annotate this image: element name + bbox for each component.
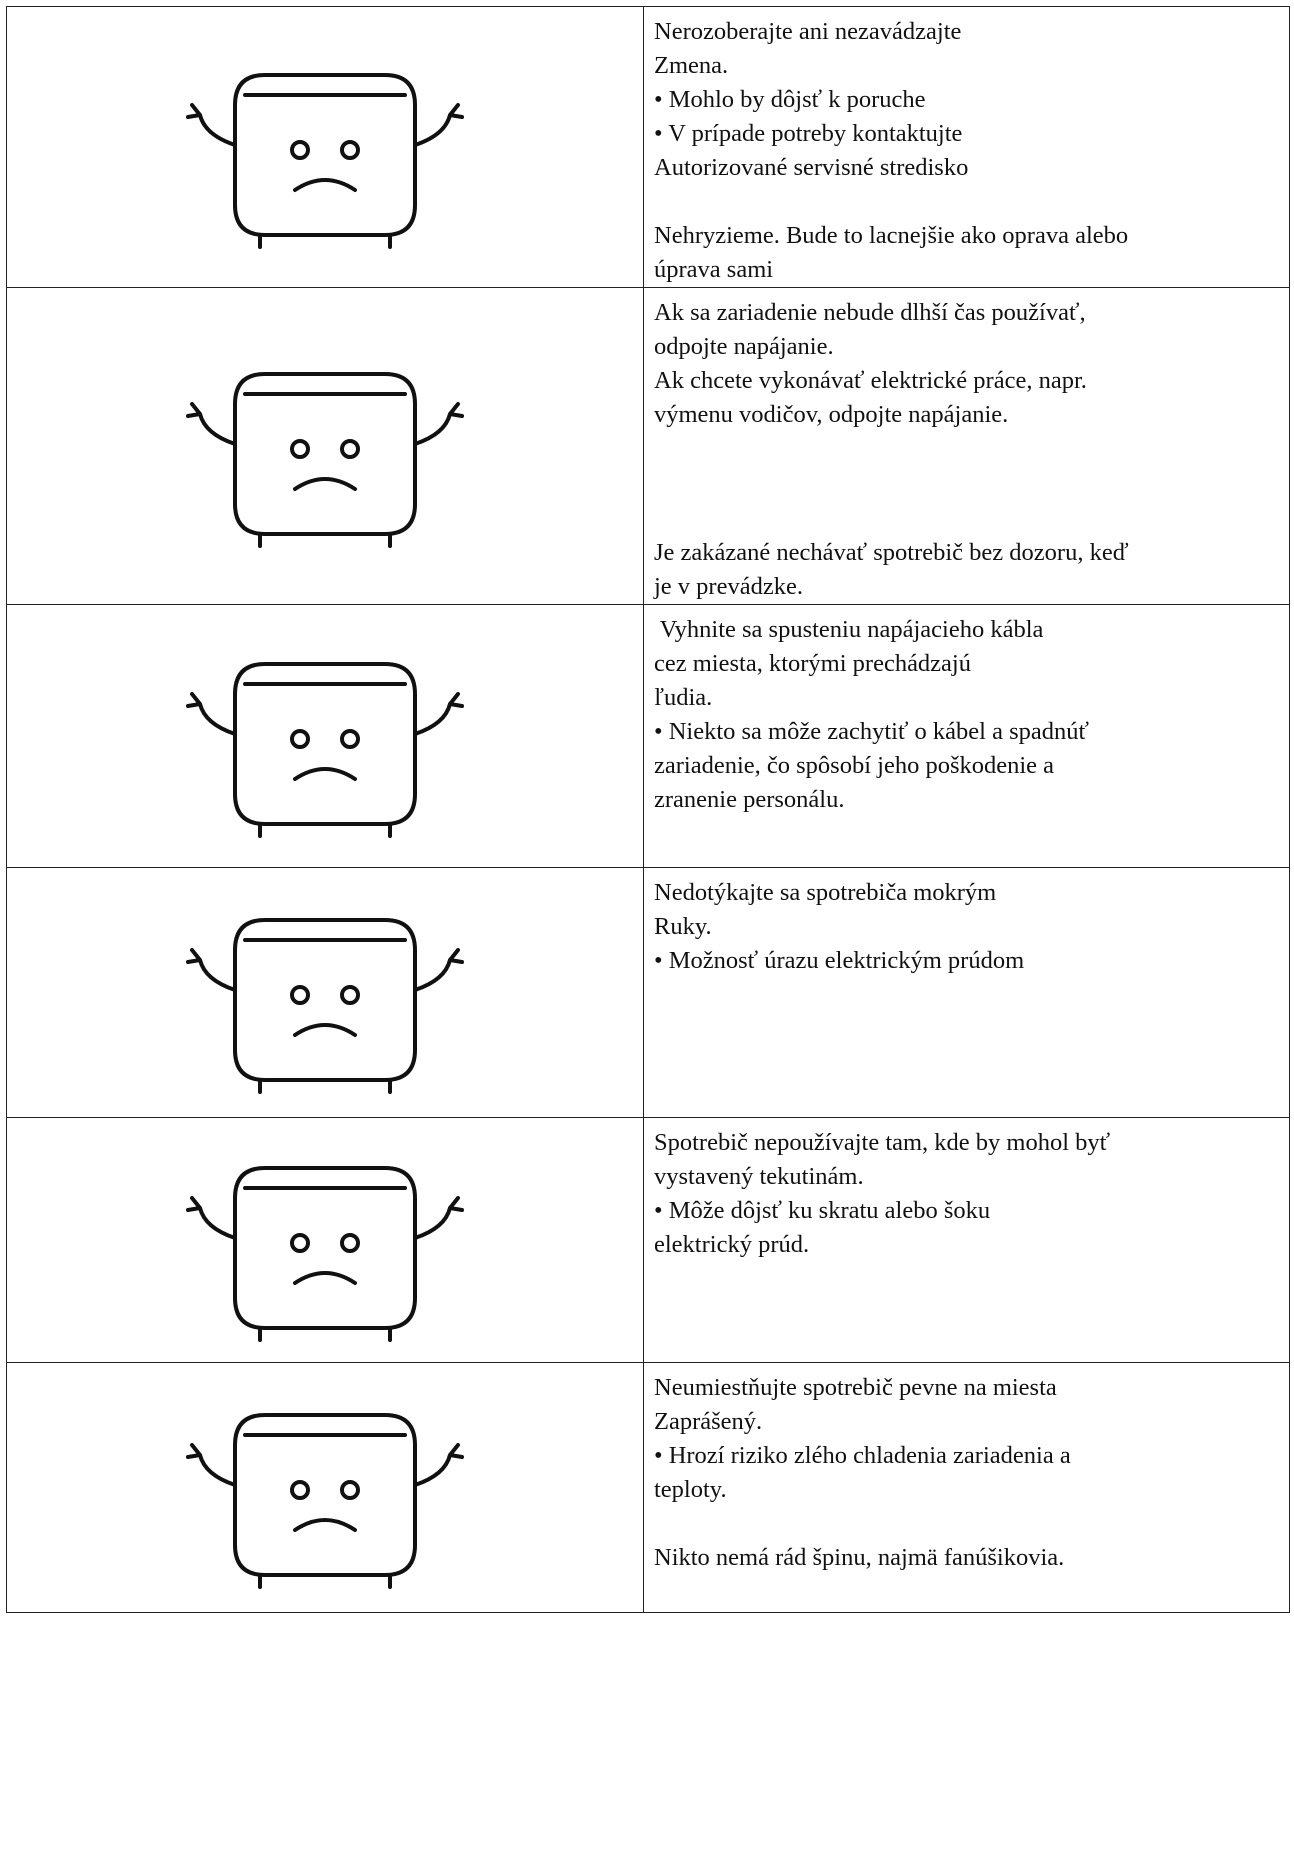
text-line: Ak sa zariadenie nebude dlhší čas použív… [654, 299, 1086, 326]
text-cell: Nedotýkajte sa spotrebiča mokrým Ruky. • M… [643, 867, 1290, 1118]
illustration-cell [6, 1117, 644, 1363]
text-line: • V prípade potreby kontaktujte [654, 120, 963, 147]
illustration-cell [6, 1362, 644, 1613]
illustration [186, 371, 464, 548]
paragraph: Je zakázané nechávať spotrebič bez dozor… [654, 536, 1283, 604]
table-row: Ak sa zariadenie nebude dlhší čas použív… [6, 287, 1290, 605]
text-line: zranenie personálu. [654, 786, 845, 813]
text-cell: Spotrebič nepoužívajte tam, kde by mohol… [643, 1117, 1290, 1363]
paragraph: Neumiestňujte spotrebič pevne na miesta Z… [654, 1371, 1283, 1507]
text-line: teploty. [654, 1476, 727, 1503]
text-line: Ak chcete vykonávať elektrické práce, na… [654, 367, 1087, 394]
illustration [186, 918, 464, 1094]
text-line: Nerozoberajte ani nezavádzajte [654, 18, 962, 45]
text-line: cez miesta, ktorými prechádzajú [654, 650, 971, 677]
illustration-cell [6, 287, 644, 605]
table-row: Neumiestňujte spotrebič pevne na miesta Z… [6, 1362, 1290, 1613]
text-line: výmenu vodičov, odpojte napájanie. [654, 401, 1009, 428]
text-line: Je zakázané nechávať spotrebič bez dozor… [654, 539, 1129, 566]
text-cell: Nerozoberajte ani nezavádzajte Zmena. • Mo… [643, 6, 1290, 288]
safety-table: Nerozoberajte ani nezavádzajte Zmena. • Mo… [6, 6, 1290, 1613]
illustration-cell [6, 6, 644, 288]
text-line: Zmena. [654, 52, 729, 79]
text-cell: Vyhnite sa spusteniu napájacieho kábla ce… [643, 604, 1290, 868]
illustration [186, 72, 464, 249]
text-cell: Ak sa zariadenie nebude dlhší čas použív… [643, 287, 1290, 605]
paragraph: Ak sa zariadenie nebude dlhší čas použív… [654, 296, 1283, 432]
illustration-cell [6, 867, 644, 1118]
illustration-cell [6, 604, 644, 868]
text-line: • Možnosť úrazu elektrickým prúdom [654, 947, 1025, 974]
text-line: Nehryzieme. Bude to lacnejšie ako oprava… [654, 222, 1129, 249]
text-cell: Neumiestňujte spotrebič pevne na miesta Z… [643, 1362, 1290, 1613]
text-line: • Môže dôjsť ku skratu alebo šoku [654, 1197, 991, 1224]
text-line: Nikto nemá rád špinu, najmä fanúšikovia. [654, 1544, 1065, 1571]
text-line: Neumiestňujte spotrebič pevne na miesta [654, 1374, 1057, 1401]
text-line: zariadenie, čo spôsobí jeho poškodenie a [654, 752, 1055, 779]
text-line: odpojte napájanie. [654, 333, 834, 360]
text-line: Ruky. [654, 913, 712, 940]
paragraph: Nehryzieme. Bude to lacnejšie ako oprava… [654, 219, 1283, 287]
text-line: • Hrozí riziko zlého chladenia zariadeni… [654, 1442, 1071, 1469]
paragraph: Nikto nemá rád špinu, najmä fanúšikovia. [654, 1541, 1283, 1575]
text-line: vystavený tekutinám. [654, 1163, 864, 1190]
table-row: Spotrebič nepoužívajte tam, kde by mohol… [6, 1117, 1290, 1363]
table-row: Nerozoberajte ani nezavádzajte Zmena. • Mo… [6, 6, 1290, 288]
text-line: Spotrebič nepoužívajte tam, kde by mohol… [654, 1129, 1111, 1156]
paragraph: Nedotýkajte sa spotrebiča mokrým Ruky. • M… [654, 876, 1283, 978]
table-row: Vyhnite sa spusteniu napájacieho kábla ce… [6, 604, 1290, 868]
illustration [186, 1165, 464, 1342]
text-line: Zaprášený. [654, 1408, 763, 1435]
text-line: úprava sami [654, 256, 774, 283]
paragraph: Vyhnite sa spusteniu napájacieho kábla ce… [654, 613, 1283, 817]
paragraph: Nerozoberajte ani nezavádzajte Zmena. • Mo… [654, 15, 1283, 185]
text-line: Vyhnite sa spusteniu napájacieho kábla [654, 616, 1044, 643]
text-line: ľudia. [654, 684, 713, 711]
text-line: elektrický prúd. [654, 1231, 810, 1258]
paragraph: Spotrebič nepoužívajte tam, kde by mohol… [654, 1126, 1283, 1262]
text-line: Autorizované servisné stredisko [654, 154, 969, 181]
illustration [186, 661, 464, 838]
illustration [186, 1413, 464, 1589]
text-line: je v prevádzke. [654, 573, 803, 600]
text-line: • Niekto sa môže zachytiť o kábel a spad… [654, 718, 1089, 745]
text-line: • Mohlo by dôjsť k poruche [654, 86, 926, 113]
table-row: Nedotýkajte sa spotrebiča mokrým Ruky. • M… [6, 867, 1290, 1118]
text-line: Nedotýkajte sa spotrebiča mokrým [654, 879, 997, 906]
